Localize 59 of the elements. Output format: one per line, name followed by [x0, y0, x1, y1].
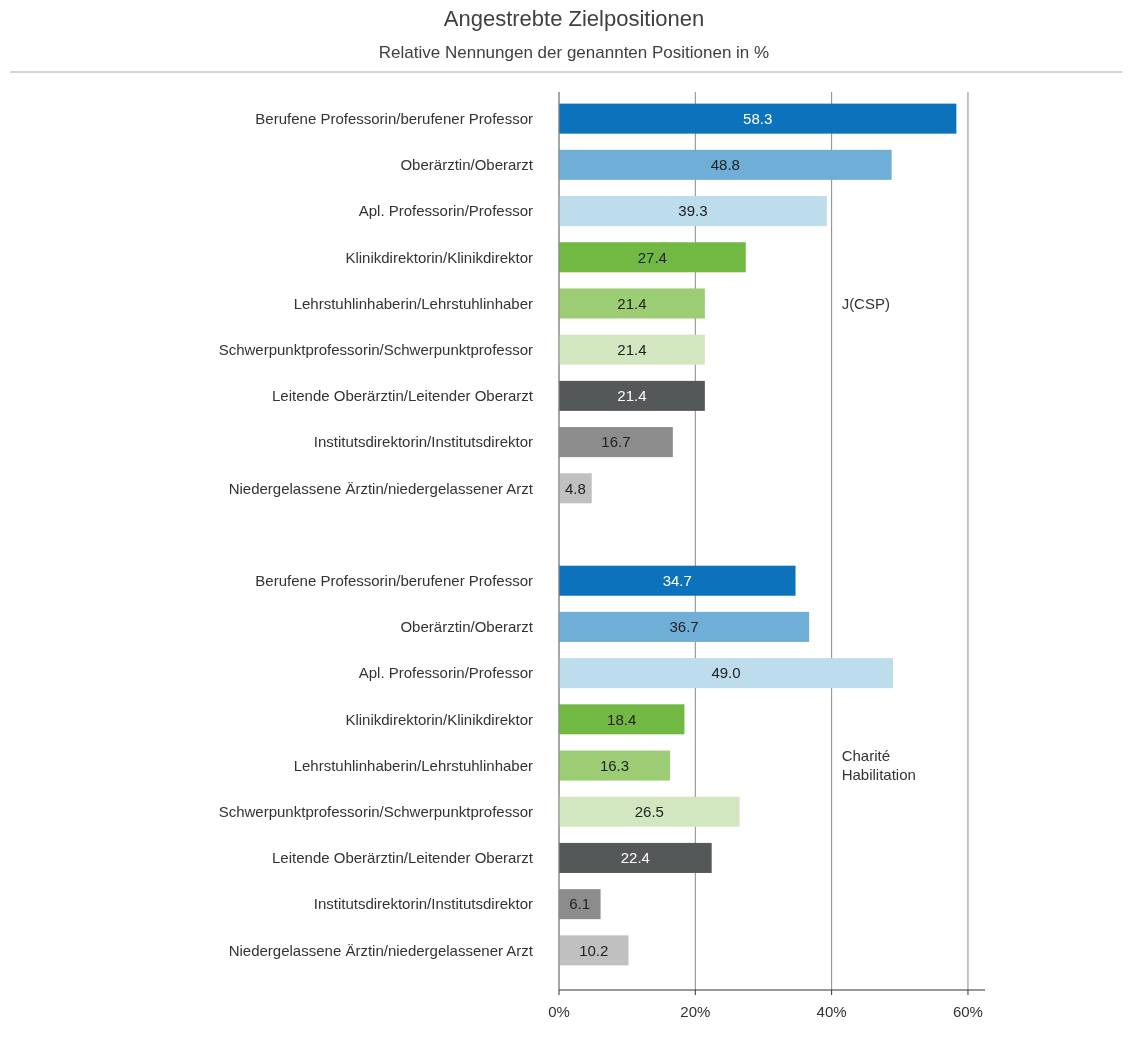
y-tick-label: Institutsdirektorin/Institutsdirektor	[313, 433, 533, 451]
y-tick-label: Berufene Professorin/berufener Professor	[255, 571, 533, 589]
chart-subtitle: Relative Nennungen der genannten Positionen in %	[378, 43, 770, 62]
data-label: 16.3	[599, 756, 630, 774]
y-tick-label: Klinikdirektorin/Klinikdirektor	[345, 710, 533, 728]
data-label: 22.4	[620, 849, 650, 867]
x-tick-label: 60%	[952, 1003, 983, 1020]
bar	[559, 196, 827, 227]
data-label: 6.1	[569, 895, 591, 913]
annotation: Charité Habilitation	[841, 746, 916, 784]
bar	[559, 288, 705, 319]
data-label: 21.4	[617, 387, 647, 405]
bar	[559, 935, 629, 966]
chart-title: Angestrebte Zielpositionen	[443, 6, 705, 31]
bar	[559, 380, 705, 411]
y-tick-label: Leitende Oberärztin/Leitender Oberarzt	[272, 387, 534, 405]
y-tick-label: Schwerpunktprofessorin/Schwerpunktprofessor	[218, 340, 533, 358]
y-tick-label: Lehrstuhlinhaberin/Lehrstuhlinhaber	[293, 294, 533, 312]
bar	[559, 796, 740, 827]
x-tick-label: 0%	[548, 1003, 570, 1020]
y-tick-label: Klinikdirektorin/Klinikdirektor	[345, 248, 533, 266]
y-tick-label: Apl. Professorin/Professor	[358, 202, 533, 220]
bar	[559, 842, 712, 873]
data-label: 18.4	[607, 710, 637, 728]
y-tick-label: Leitende Oberärztin/Leitender Oberarzt	[272, 849, 534, 867]
x-tick-label: 40%	[816, 1003, 847, 1020]
y-tick-label: Schwerpunktprofessorin/Schwerpunktprofessor	[218, 802, 533, 820]
bar	[559, 334, 705, 365]
data-label: 16.7	[601, 433, 631, 451]
bar	[559, 611, 810, 642]
y-tick-label: Lehrstuhlinhaberin/Lehrstuhlinhaber	[293, 756, 533, 774]
y-tick-label: Berufene Professorin/berufener Professor	[255, 109, 533, 127]
bar	[559, 565, 796, 596]
x-tick-label: 20%	[680, 1003, 711, 1020]
annotation: J(CSP)	[841, 294, 890, 312]
y-tick-label: Apl. Professorin/Professor	[358, 664, 533, 682]
data-label: 4.8	[564, 479, 586, 497]
y-tick-label: Niedergelassene Ärztin/niedergelassener Arzt	[228, 941, 534, 959]
data-label: 34.7	[662, 571, 692, 589]
y-tick-label: Oberärztin/Oberarzt	[400, 156, 534, 174]
y-tick-label: Niedergelassene Ärztin/niedergelassener Arzt	[228, 479, 534, 497]
data-label: 39.3	[678, 202, 708, 220]
bar	[559, 149, 892, 180]
data-label: 48.8	[710, 156, 740, 174]
bar	[559, 242, 746, 273]
data-label: 26.5	[634, 802, 664, 820]
data-label: 10.2	[579, 941, 609, 959]
bar	[559, 750, 671, 781]
data-label: 58.3	[743, 109, 773, 127]
bar	[559, 704, 685, 735]
y-tick-label: Institutsdirektorin/Institutsdirektor	[313, 895, 533, 913]
data-label: 49.0	[711, 664, 741, 682]
data-label: 21.4	[617, 294, 647, 312]
bar	[559, 658, 893, 689]
data-label: 27.4	[637, 248, 667, 266]
bar	[559, 103, 957, 134]
data-label: 21.4	[617, 340, 647, 358]
data-label: 36.7	[669, 618, 699, 636]
y-tick-label: Oberärztin/Oberarzt	[400, 618, 534, 636]
